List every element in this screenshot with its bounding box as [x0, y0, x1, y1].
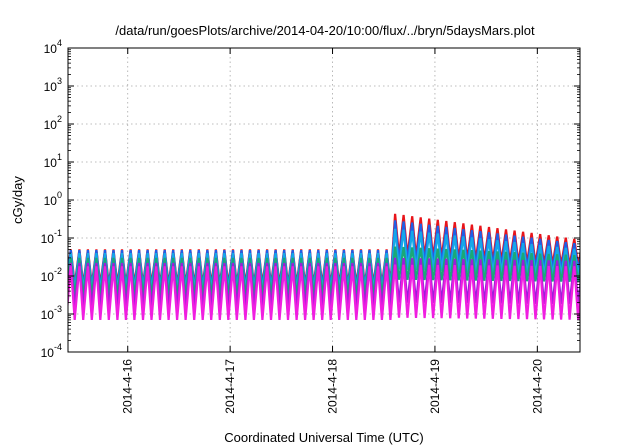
x-tick-label: 2014-4-19: [428, 359, 442, 414]
series-line-6: [68, 264, 580, 320]
series-layer: [68, 213, 580, 320]
y-tick-label: 100: [44, 190, 62, 208]
x-axis: 2014-4-16 2014-4-17 2014-4-18 2014-4-19 2014…: [121, 48, 544, 414]
y-tick-label: 104: [44, 38, 62, 56]
x-tick-label: 2014-4-18: [326, 359, 340, 414]
x-tick-label: 2014-4-17: [223, 359, 237, 414]
y-tick-label: 10-2: [41, 266, 62, 284]
x-axis-label: Coordinated Universal Time (UTC): [224, 430, 423, 445]
y-axis: 10-4 10-3 10-2 10-1 100 101 102 103 104: [41, 38, 580, 360]
y-tick-label: 102: [44, 114, 62, 132]
x-tick-label: 2014-4-16: [121, 359, 135, 414]
y-tick-label: 101: [44, 152, 62, 170]
y-tick-label: 10-1: [41, 228, 62, 246]
chart-title: /data/run/goesPlots/archive/2014-04-20/1…: [115, 23, 535, 38]
y-axis-label: cGy/day: [10, 176, 25, 224]
y-tick-label: 10-3: [41, 304, 62, 322]
y-tick-label: 10-4: [41, 342, 62, 360]
y-tick-label: 103: [44, 76, 62, 94]
x-tick-label: 2014-4-20: [530, 359, 544, 414]
